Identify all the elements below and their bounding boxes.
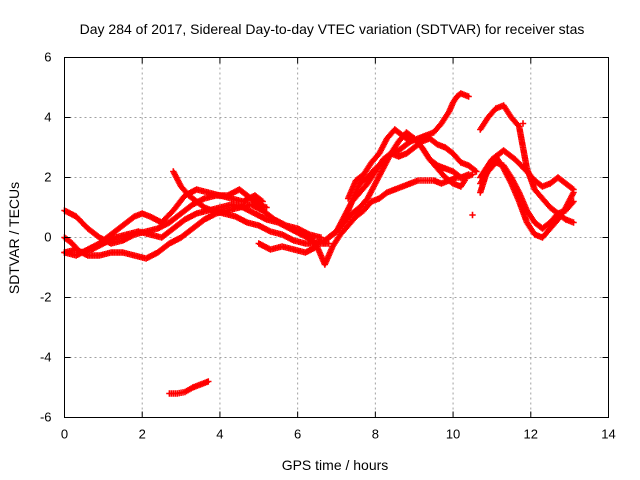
y-tick-label: 0 (44, 230, 51, 245)
series-track-13 (477, 159, 577, 232)
data-point (569, 185, 576, 192)
axis-ticks (64, 57, 609, 418)
x-tick-label: 12 (524, 427, 538, 442)
x-tick-label: 4 (216, 427, 223, 442)
data-point (263, 204, 270, 211)
data-point (325, 240, 332, 247)
y-axis-label: SDTVAR / TECUs (6, 182, 22, 294)
y-tick-label: 2 (44, 170, 51, 185)
y-tick-label: -2 (40, 290, 52, 305)
x-tick-label: 6 (294, 427, 301, 442)
y-tick-label: 6 (44, 50, 51, 65)
data-point (570, 186, 577, 193)
grid-lines (64, 57, 609, 418)
y-tick-label: -4 (40, 350, 52, 365)
x-tick-label: 0 (61, 427, 68, 442)
series-track-14 (477, 147, 577, 193)
chart-title: Day 284 of 2017, Sidereal Day-to-day VTE… (80, 21, 585, 37)
x-tick-label: 14 (601, 427, 615, 442)
series-track-15 (166, 378, 212, 397)
data-point (471, 167, 479, 174)
series-track-10 (344, 90, 472, 202)
x-tick-label: 10 (446, 427, 460, 442)
y-tick-label: -6 (40, 410, 52, 425)
data-point (473, 168, 480, 175)
outlier-point (519, 120, 527, 127)
data-point (465, 93, 472, 100)
x-tick-label: 8 (372, 427, 379, 442)
y-tick-label: 4 (44, 110, 51, 125)
data-point (205, 378, 212, 385)
x-tick-label: 2 (139, 427, 146, 442)
data-point (465, 171, 472, 178)
data-point (570, 219, 577, 226)
data-points (61, 90, 577, 397)
x-axis-label: GPS time / hours (282, 457, 389, 473)
outlier-point (469, 211, 476, 219)
tick-labels: 0 2 4 6 8 10 12 14 -6 -4 -2 0 2 4 6 (40, 50, 616, 442)
series-outliers (469, 120, 527, 219)
series-track-3 (61, 201, 325, 262)
data-point (258, 197, 265, 204)
data-point (259, 198, 266, 205)
